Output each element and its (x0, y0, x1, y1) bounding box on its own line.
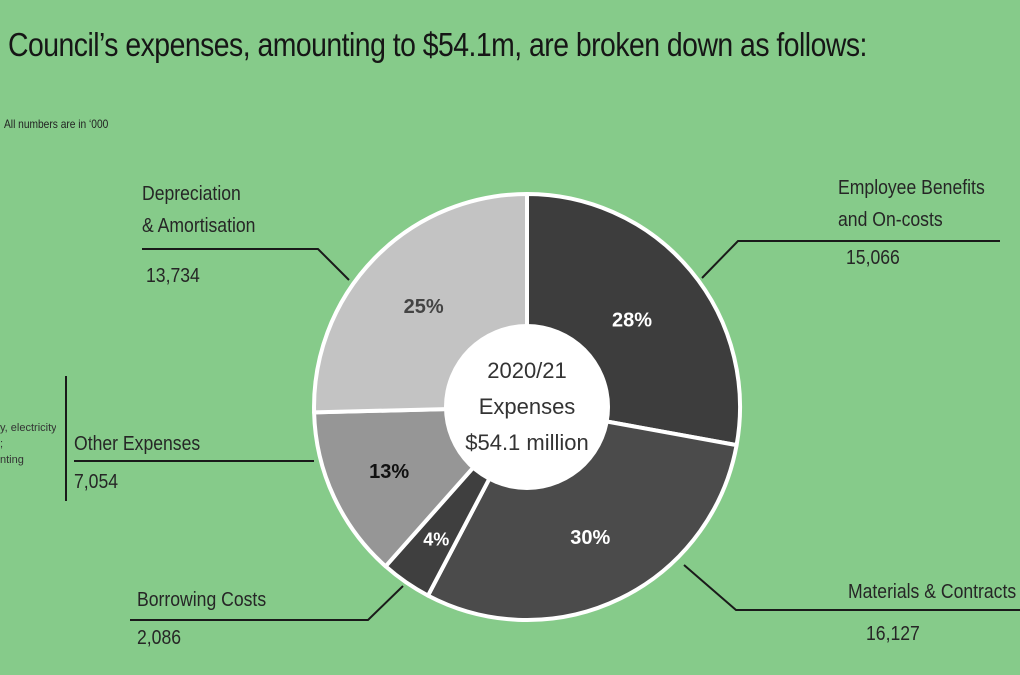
other-expenses-note-line: nting (0, 454, 24, 466)
other-expenses-note-line: ; (0, 438, 4, 450)
value-other: 7,054 (74, 471, 119, 493)
label-depreciation-line1: Depreciation (142, 183, 241, 205)
other-expenses-note-line: y, electricity, (0, 422, 56, 434)
pct-label-employee: 28% (612, 309, 652, 331)
center-line-1: 2020/21 (487, 358, 567, 383)
leader-line-employee (701, 240, 1000, 279)
label-employee: Employee Benefits and On-costs (838, 172, 985, 236)
chart-title: Council’s expenses, amounting to $54.1m,… (8, 26, 867, 63)
center-line-2: Expenses (479, 394, 576, 419)
pct-label-materials: 30% (570, 527, 610, 549)
label-depreciation-line2: & Amortisation (142, 215, 256, 237)
value-depreciation: 13,734 (146, 265, 200, 287)
pct-label-other: 13% (369, 461, 409, 483)
leader-lines (65, 240, 1020, 621)
units-note: All numbers are in ‘000 (4, 117, 109, 131)
pct-label-depreciation: 25% (404, 296, 444, 318)
value-materials: 16,127 (866, 623, 920, 645)
value-employee: 15,066 (846, 247, 900, 269)
leader-line-depreciation (142, 248, 350, 281)
label-employee-line1: Employee Benefits (838, 177, 985, 199)
leader-line-materials (683, 564, 1020, 611)
label-employee-line2: and On-costs (838, 209, 943, 231)
value-borrowing: 2,086 (137, 627, 182, 649)
center-hole (444, 324, 610, 490)
label-depreciation: Depreciation & Amortisation (142, 178, 255, 242)
label-other: Other Expenses (74, 433, 201, 455)
other-expenses-note: y, electricity, ; nting (0, 420, 56, 468)
percent-labels: 28% 30% 4% 13% 25% (369, 296, 652, 549)
label-borrowing: Borrowing Costs (137, 589, 267, 611)
label-materials: Materials & Contracts (847, 581, 1016, 603)
pct-label-borrowing: 4% (423, 529, 449, 549)
center-line-3: $54.1 million (465, 430, 589, 455)
leader-line-borrowing (130, 585, 404, 621)
